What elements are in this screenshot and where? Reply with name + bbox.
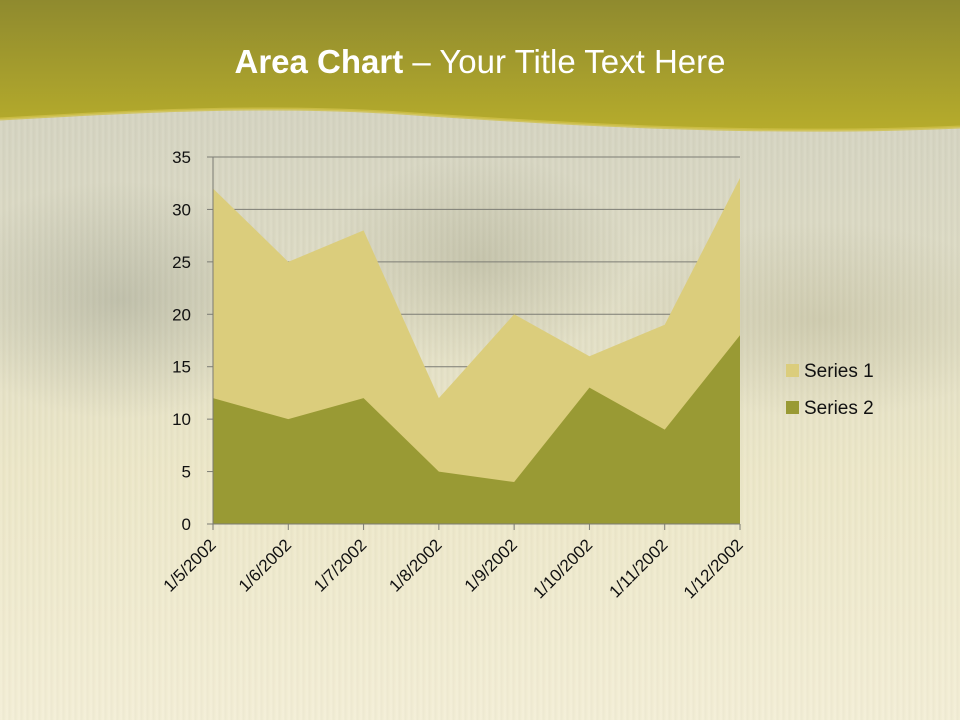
y-tick-label: 35 xyxy=(172,148,191,167)
header-wave xyxy=(0,0,960,131)
y-tick-label: 0 xyxy=(182,515,191,534)
slide-title-bold: Area Chart xyxy=(234,43,404,80)
slide-title: Area Chart – Your Title Text Here xyxy=(0,40,960,84)
slide-title-rest: – Your Title Text Here xyxy=(403,43,726,80)
x-tick-label: 1/5/2002 xyxy=(160,535,220,595)
y-tick-label: 10 xyxy=(172,410,191,429)
legend-label-series-1: Series 1 xyxy=(804,361,874,382)
header-band xyxy=(0,0,960,132)
x-tick-label: 1/9/2002 xyxy=(461,535,521,595)
area-layer xyxy=(212,177,741,524)
y-tick-label: 25 xyxy=(172,253,191,272)
x-tick-label: 1/7/2002 xyxy=(310,535,370,595)
y-tick-label: 30 xyxy=(172,200,191,219)
x-tick-label: 1/6/2002 xyxy=(235,535,295,595)
y-tick-label: 20 xyxy=(172,305,191,324)
x-tick-label: 1/8/2002 xyxy=(385,535,445,595)
y-tick-label: 15 xyxy=(172,358,191,377)
legend: Series 1 Series 2 xyxy=(786,361,874,419)
header-wave-highlight xyxy=(0,107,960,132)
x-tick-label: 1/11/2002 xyxy=(606,535,672,601)
x-tick-label: 1/12/2002 xyxy=(680,535,747,602)
legend-label-series-2: Series 2 xyxy=(804,398,874,419)
area-series-2 xyxy=(213,335,740,524)
legend-swatch-series-2 xyxy=(786,401,799,414)
legend-swatch-series-1 xyxy=(786,364,799,377)
y-tick-label: 5 xyxy=(182,463,191,482)
x-tick-label: 1/10/2002 xyxy=(529,535,596,602)
